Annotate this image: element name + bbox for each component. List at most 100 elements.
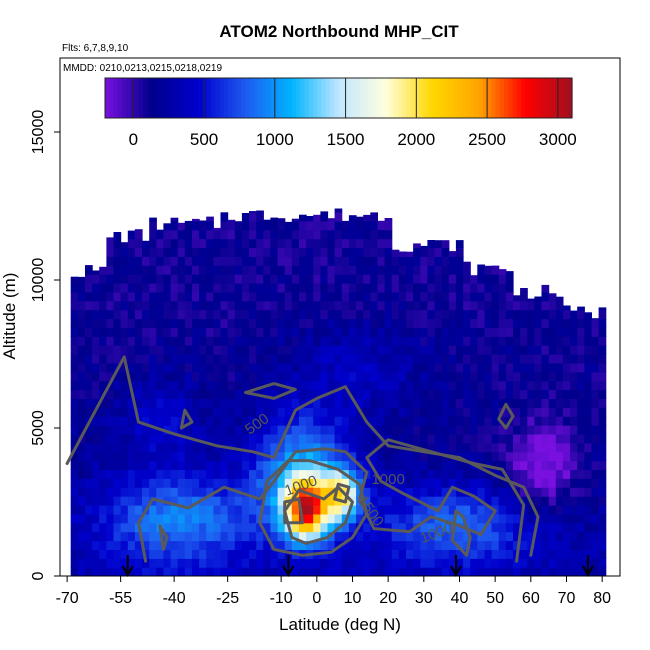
heatmap-cell [570,407,578,417]
heatmap-cell [534,318,543,328]
heatmap-cell [77,487,86,497]
colorbar-swatch [279,78,284,118]
heatmap-cell [127,336,136,346]
heatmap-cell [555,442,564,453]
heatmap-cell [92,327,100,337]
heatmap-cell [306,327,314,337]
heatmap-cell [234,389,243,399]
colorbar-swatch [151,78,157,118]
heatmap-cell [263,522,271,533]
heatmap-cell [463,496,471,506]
heatmap-cell [463,274,471,284]
heatmap-cell [127,407,136,417]
heatmap-cell [256,362,264,373]
heatmap-cell [291,318,300,328]
heatmap-cell [313,442,321,453]
heatmap-cell [106,531,115,542]
colorbar-tick-label: 0 [129,130,138,149]
colorbar-swatch [372,78,378,118]
heatmap-cell [206,229,214,240]
heatmap-cell [448,380,457,391]
heatmap-cell [170,407,179,417]
heatmap-cell [220,407,229,417]
heatmap-cell [320,425,329,435]
heatmap-cell [120,505,129,515]
heatmap-cell [391,249,400,257]
heatmap-cell [234,371,243,382]
heatmap-cell [477,354,485,364]
heatmap-cell [484,345,493,355]
heatmap-cell [370,247,378,257]
heatmap-cell [313,327,321,337]
heatmap-cell [363,336,371,346]
heatmap-cell [584,312,592,320]
heatmap-cell [384,300,393,311]
heatmap-cell [313,513,321,524]
heatmap-cell [477,274,485,284]
heatmap-cell [491,558,500,568]
heatmap-cell [427,522,436,533]
heatmap-cell [570,558,578,568]
heatmap-cell [363,247,371,257]
heatmap-cell [199,238,207,249]
heatmap-cell [341,309,350,320]
heatmap-cell [491,513,500,524]
heatmap-cell [106,469,115,479]
heatmap-cell [463,398,471,408]
heatmap-cell [313,487,321,497]
heatmap-cell [520,288,528,293]
heatmap-cell [134,513,143,524]
heatmap-cell [184,354,193,364]
heatmap-cell [562,469,571,479]
heatmap-cell [534,433,543,444]
heatmap-cell [127,451,136,462]
heatmap-cell [470,309,478,320]
heatmap-cell [548,380,557,391]
heatmap-cell [134,460,143,471]
heatmap-cell [377,318,386,328]
heatmap-cell [406,362,414,373]
heatmap-cell [227,398,236,408]
heatmap-cell [142,240,150,248]
heatmap-cell [306,389,314,399]
heatmap-cell [356,283,364,293]
heatmap-cell [270,283,279,293]
heatmap-cell [184,327,193,337]
heatmap-cell [192,513,200,524]
heatmap-cell [406,433,414,444]
heatmap-cell [306,300,314,311]
heatmap-cell [163,416,172,426]
heatmap-cell [249,407,257,417]
heatmap-cell [92,336,100,346]
x-axis: -70 -55 -40 -25 -10 0 10 20 30 40 50 60 70 80 [56,576,611,607]
heatmap-cell [377,283,386,293]
heatmap-cell [441,389,450,399]
colorbar-tick-label: 500 [190,130,218,149]
heatmap-cell [291,265,300,275]
heatmap-cell [598,540,607,550]
colorbar-swatch [296,78,301,118]
heatmap-cell [513,442,521,453]
colorbar-tick-label: 1000 [256,130,294,149]
x-tick-label: 80 [593,590,611,607]
heatmap-cell [256,567,264,576]
colorbar-swatch [474,78,480,118]
heatmap-cell [427,327,436,337]
heatmap-cell [177,469,186,479]
heatmap-cell [341,300,350,311]
heatmap-cell [70,567,79,576]
heatmap-cell [384,505,393,515]
heatmap-cell [163,362,172,373]
heatmap-cell [341,229,350,240]
heatmap-cell [170,425,179,435]
heatmap-cell [377,371,386,382]
x-axis-label: Latitude (deg N) [279,615,401,634]
heatmap-cell [491,291,500,302]
heatmap-cell [142,380,150,391]
heatmap-cell [234,451,243,462]
heatmap-cell [263,327,271,337]
heatmap-cell [427,416,436,426]
heatmap-cell [491,567,500,576]
heatmap-cell [591,496,600,506]
contour-line [497,402,515,430]
